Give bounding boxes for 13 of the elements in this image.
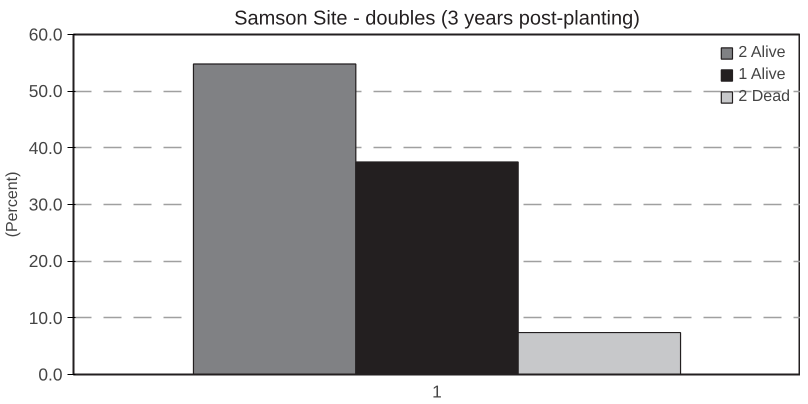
legend-label: 1 Alive <box>738 66 786 84</box>
y-tick-label: 10.0 <box>28 308 63 328</box>
y-tick-label: 0.0 <box>38 364 63 384</box>
x-tick-label: 1 <box>432 382 442 402</box>
y-tick-label: 30.0 <box>28 194 63 214</box>
y-axis-title: (Percent) <box>4 172 21 238</box>
chart-title: Samson Site - doubles (3 years post-planting) <box>234 8 640 30</box>
y-tick-label: 40.0 <box>28 138 63 158</box>
y-tick-label: 60.0 <box>28 24 63 44</box>
legend-label: 2 Alive <box>738 44 786 62</box>
y-tick-label: 20.0 <box>28 251 63 272</box>
legend-label: 2 Dead <box>738 88 790 106</box>
y-tick-label: 50.0 <box>28 81 63 102</box>
